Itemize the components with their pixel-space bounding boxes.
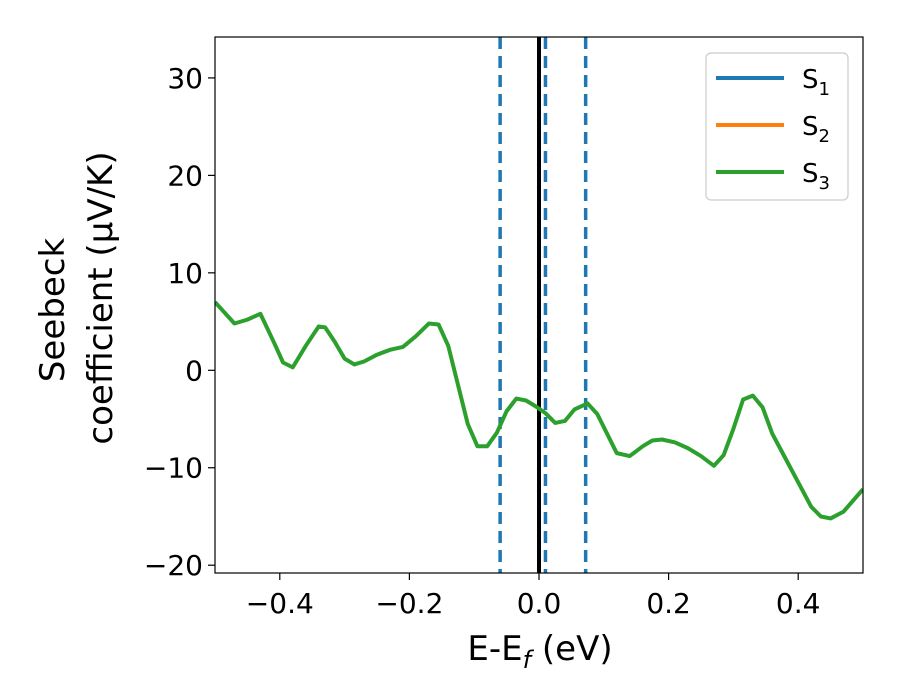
x-tick-label: −0.2	[375, 587, 443, 620]
x-tick-label: 0.2	[646, 587, 691, 620]
y-axis-title-line1: Seebeck	[33, 238, 73, 383]
x-axis-ticks: −0.4 −0.2 0.0 0.2 0.4	[246, 573, 821, 620]
y-tick-label: 20	[167, 159, 203, 192]
y-axis-title-line2: coefficient (μV/K)	[81, 151, 121, 444]
x-tick-label: 0.0	[517, 587, 562, 620]
y-tick-label: 0	[185, 354, 203, 387]
y-tick-label: 30	[167, 62, 203, 95]
legend-label-S3: S3	[802, 159, 830, 194]
x-tick-label: 0.4	[776, 587, 821, 620]
y-tick-label: −10	[144, 452, 203, 485]
y-tick-label: −20	[144, 549, 203, 582]
series-line-S3	[215, 300, 863, 521]
legend-label-S2: S2	[802, 112, 830, 147]
x-axis-title: E-Ef (eV)	[467, 629, 612, 674]
legend: S1 S2 S3	[705, 52, 849, 201]
y-tick-label: 10	[167, 257, 203, 290]
x-tick-label: −0.4	[246, 587, 314, 620]
legend-label-S1: S1	[802, 65, 830, 100]
y-axis-ticks: −20 −10 0 10 20 30	[144, 62, 215, 582]
